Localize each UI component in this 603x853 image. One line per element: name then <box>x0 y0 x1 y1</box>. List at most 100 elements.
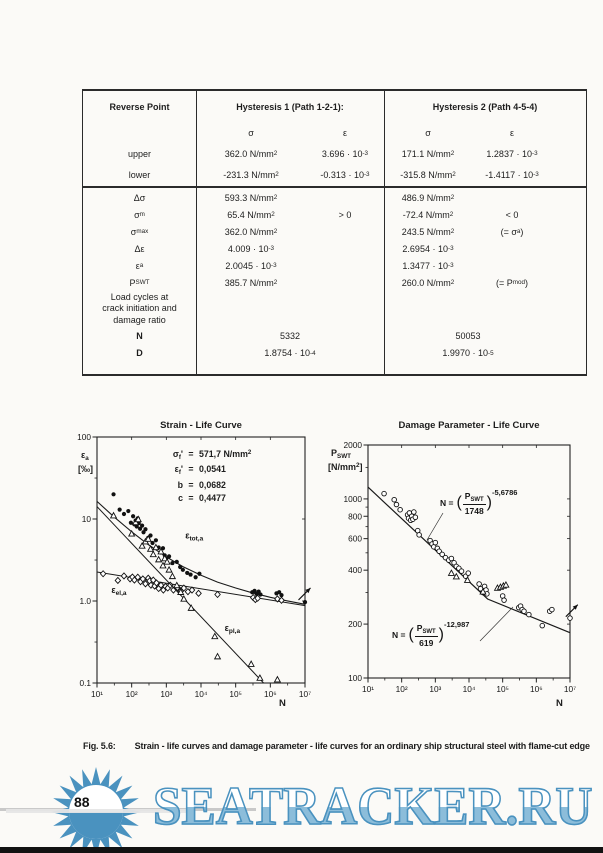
data-point <box>153 579 160 587</box>
equals-sign: = <box>188 493 194 504</box>
chart-title: Damage Parameter - Life Curve <box>398 420 540 431</box>
data-point <box>256 674 264 681</box>
table-row-lower: lower -231.3 N/mm 2 -0.313 · 10 -3 -315.8 … <box>83 164 586 185</box>
row-label: N <box>136 330 143 341</box>
data-point <box>139 575 147 583</box>
cell-value: 1.8754 · 10 -4 <box>264 348 316 358</box>
strain-life-chart: Strain - Life Curve εa [‰] σf' = 571,7 N… <box>73 417 325 722</box>
formula-lead: N = <box>392 630 406 641</box>
figure-caption-text: Strain - life curves and damage paramete… <box>134 741 590 751</box>
cell-value: 2.0045 · 10 -3 <box>225 260 277 271</box>
data-point <box>177 588 185 595</box>
formula-pswt-lower: N = ( PSWT 619 ) -12,987 <box>392 620 469 648</box>
data-point <box>126 508 131 514</box>
data-point <box>117 507 122 512</box>
data-point <box>147 581 155 589</box>
cell-value <box>472 257 552 274</box>
table-divider-horizontal <box>83 186 586 188</box>
data-point <box>193 575 198 580</box>
data-point <box>166 554 172 559</box>
data-point <box>521 608 527 614</box>
y-tick-label: 1000 <box>344 494 363 504</box>
data-point <box>252 588 257 593</box>
data-point <box>121 511 127 517</box>
spacer-cell <box>83 123 196 143</box>
cell-value <box>306 223 384 240</box>
x-tick-label: 10³ <box>429 684 441 694</box>
cell-value: -1.4117 · 10 -3 <box>485 169 539 180</box>
data-point <box>501 597 507 603</box>
row-label: D <box>136 348 143 358</box>
cell-value: 385.7 N/mm 2 <box>224 277 278 288</box>
row-label: Δε <box>134 243 145 254</box>
param-symbol: εf' <box>174 464 183 477</box>
data-point <box>128 529 136 537</box>
data-point <box>185 570 190 576</box>
param-symbol: b <box>177 479 183 490</box>
data-point <box>140 523 145 528</box>
data-point <box>154 555 163 563</box>
y-tick-label: 200 <box>348 619 362 629</box>
table-row-load-cycles: Load cycles at crack initiation and dama… <box>83 291 586 327</box>
y-tick-label: 10 <box>82 514 92 524</box>
data-point <box>111 492 116 497</box>
data-point <box>432 539 439 546</box>
data-point <box>188 572 193 577</box>
y-axis-label: PSWT <box>331 448 352 460</box>
fraction-denominator: 619 <box>419 637 434 648</box>
data-point <box>397 506 403 513</box>
epsilon-header-h1: ε <box>342 128 347 138</box>
cell-value: -315.8 N/mm 2 <box>400 169 456 180</box>
param-value: 0,4477 <box>199 493 226 504</box>
cell-value <box>306 189 384 206</box>
equals-sign: = <box>188 449 194 459</box>
data-point <box>381 490 387 497</box>
cell-value: 486.9 N/mm 2 <box>401 192 455 203</box>
x-tick-label: 10¹ <box>362 684 374 694</box>
param-symbol: σf' <box>172 449 183 461</box>
eps-el-line <box>96 571 306 607</box>
data-point <box>163 557 171 565</box>
leader-line <box>426 512 444 541</box>
chart-title: Strain - Life Curve <box>160 420 242 431</box>
data-point <box>168 572 177 580</box>
damage-parameter-plot: 10¹ 10² 10³ 10⁴ 10⁵ 10⁶ 10⁷ 100 200 400 600 800 1000… <box>344 440 579 694</box>
data-point <box>131 514 136 519</box>
fraction: PSWT 1748 <box>462 491 486 516</box>
cell-value: 260.0 N/mm 2 <box>401 277 455 288</box>
table-row-sigma-max: σ max 362.0 N/mm 2 243.5 N/mm 2 (= σ a) <box>83 223 586 240</box>
data-point <box>148 533 153 538</box>
sigma-header-h1: σ <box>248 128 254 138</box>
y-tick-label: 800 <box>348 511 362 521</box>
table-row-d: D 1.8754 · 10 -4 1.9970 · 10 -5 <box>83 344 586 362</box>
data-point <box>214 590 221 599</box>
spacer-cell <box>552 164 586 185</box>
y-tick-label: 1.0 <box>79 596 91 606</box>
data-point <box>152 543 160 551</box>
data-point <box>144 535 152 542</box>
y-axis-unit: [N/mm2] <box>328 462 363 472</box>
data-point <box>195 589 202 598</box>
data-point <box>539 622 546 629</box>
x-tick-label: 10³ <box>160 689 172 699</box>
x-tick-label: 10⁷ <box>564 684 576 694</box>
cell-value: -0.313 · 10 -3 <box>320 169 370 180</box>
data-point <box>279 593 284 598</box>
table-row-n: N 5332 50053 <box>83 327 586 344</box>
data-point <box>391 496 397 503</box>
data-point <box>153 538 158 543</box>
data-point <box>412 514 419 520</box>
spacer-cell <box>552 240 586 257</box>
param-value: 0,0682 <box>199 479 226 490</box>
data-point <box>258 592 263 597</box>
data-point <box>159 561 167 569</box>
data-point <box>452 572 460 580</box>
data-point <box>302 599 308 605</box>
cell-value: 65.4 N/mm 2 <box>227 209 275 220</box>
data-point <box>254 594 261 602</box>
material-parameters: σf' = 571,7 N/mm2 εf' = 0,0541 b = 0,068… <box>157 449 252 504</box>
